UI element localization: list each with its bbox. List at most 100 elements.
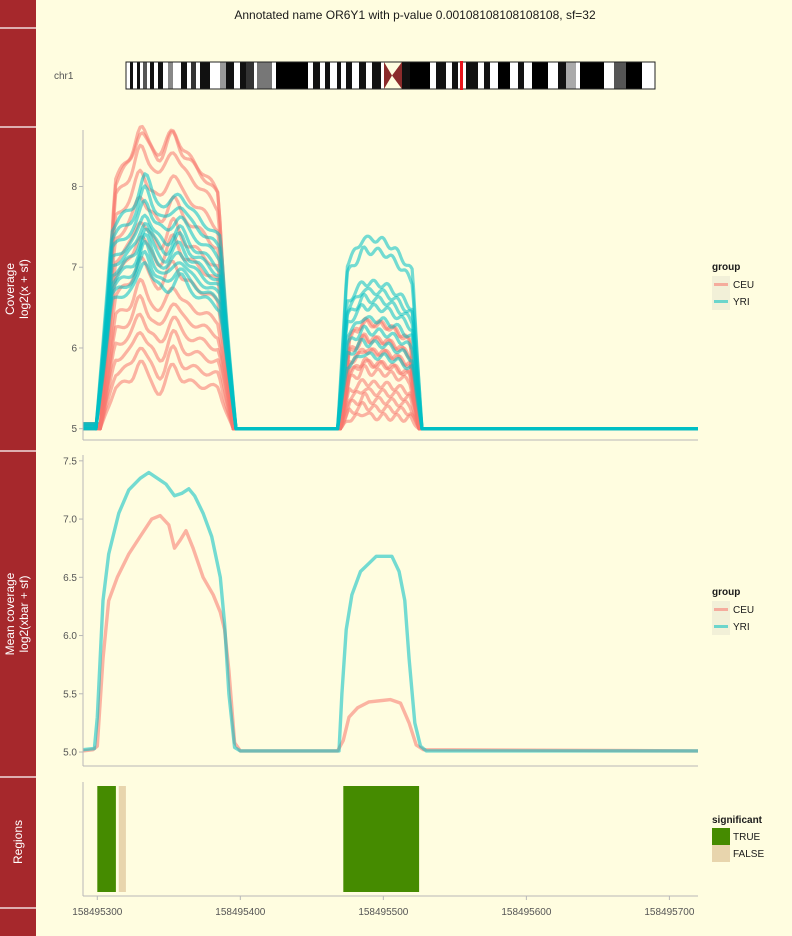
- legend-regions-item-false: FALSE: [733, 849, 764, 860]
- ideogram-band: [187, 62, 191, 89]
- ideogram-band: [191, 62, 196, 89]
- strip-label-mean: Mean coverage: [3, 572, 17, 655]
- legend-regions-item-true: TRUE: [733, 832, 761, 843]
- ideogram-band: [430, 62, 436, 89]
- ideogram-band: [490, 62, 498, 89]
- ideogram-band: [436, 62, 446, 89]
- ideogram-band: [320, 62, 325, 89]
- ideogram-band: [446, 62, 452, 89]
- ideogram-band: [130, 62, 133, 89]
- coverage-line-yri: [83, 261, 698, 431]
- coverage-line-ceu: [83, 356, 698, 431]
- ideogram-band: [154, 62, 158, 89]
- legend-mean-item-ceu: CEU: [733, 605, 754, 616]
- ideogram-band: [402, 62, 410, 89]
- ideogram-highlight: [460, 61, 463, 90]
- y-tick-label: 7.0: [63, 515, 77, 526]
- ideogram-band: [210, 62, 220, 89]
- ideogram-band: [366, 62, 372, 89]
- ideogram-band: [359, 62, 366, 89]
- legend-mean-title: group: [712, 587, 740, 598]
- ideogram-band: [478, 62, 484, 89]
- ideogram-band: [173, 62, 181, 89]
- regions-axes: 158495300 158495400 158495500 158495600 1584…: [72, 782, 698, 918]
- x-tick-label: 158495300: [72, 907, 122, 918]
- ideogram-band: [137, 62, 140, 89]
- ideogram-band: [484, 62, 490, 89]
- region-bars: [97, 786, 420, 892]
- ideogram-band: [498, 62, 510, 89]
- ideogram-band: [133, 62, 137, 89]
- legend-mean: group CEU YRI: [712, 587, 754, 635]
- ideogram-band: [566, 62, 576, 89]
- y-tick-label: 5.0: [63, 748, 77, 759]
- ideogram-band: [614, 62, 626, 89]
- ideogram-band: [246, 62, 254, 89]
- legend-coverage-item-yri: YRI: [733, 297, 750, 308]
- ideogram-band: [313, 62, 320, 89]
- legend-key-false: [712, 845, 730, 862]
- x-tick-label: 158495500: [358, 907, 408, 918]
- ideogram-band: [325, 62, 330, 89]
- ideogram-band: [168, 62, 173, 89]
- mean-line-yri: [82, 470, 698, 753]
- strip-coverage: [0, 127, 36, 451]
- ideogram-band: [558, 62, 566, 89]
- ideogram-band: [126, 62, 130, 89]
- strip-ideogram: [0, 28, 36, 127]
- y-tick-label: 8: [71, 182, 77, 193]
- ideogram-band: [147, 62, 150, 89]
- ideogram-band: [626, 62, 642, 89]
- coverage-lines: [83, 124, 698, 431]
- legend-coverage-title: group: [712, 262, 740, 273]
- ideogram-band: [642, 62, 655, 89]
- region-bar-true: [343, 786, 420, 892]
- ideogram-band: [341, 62, 346, 89]
- ideogram-band: [346, 62, 352, 89]
- x-tick-label: 158495400: [215, 907, 265, 918]
- region-bar-true: [97, 786, 116, 892]
- x-tick-label: 158495700: [644, 907, 694, 918]
- ideogram-band: [381, 62, 384, 89]
- coverage-panel: 5 6 7 8: [71, 124, 698, 441]
- ideogram-band: [272, 62, 276, 89]
- y-tick-label: 5.5: [63, 689, 77, 700]
- mean-coverage-panel: 5.0 5.5 6.0 6.5 7.0 7.5: [63, 455, 699, 767]
- chart-title: Annotated name OR6Y1 with p-value 0.0010…: [234, 8, 596, 22]
- ideogram-band: [372, 62, 381, 89]
- ideogram-band: [410, 62, 430, 89]
- ideogram-band: [524, 62, 532, 89]
- ideogram-band: [254, 62, 257, 89]
- strip-label-mean-unit: log2(xbar + sf): [17, 575, 31, 652]
- legend-regions: significant TRUE FALSE: [712, 815, 764, 862]
- strip-label-regions: Regions: [11, 820, 25, 864]
- ideogram-band: [337, 62, 341, 89]
- ideogram-band: [452, 62, 458, 89]
- ideogram-band: [226, 62, 234, 89]
- mean-line-ceu: [82, 513, 699, 753]
- strip-label-coverage-unit: log2(x + sf): [17, 259, 31, 319]
- centromere-left: [384, 62, 392, 89]
- ideogram-band: [158, 62, 163, 89]
- ideogram-band: [234, 62, 240, 89]
- ideogram-band: [220, 62, 226, 89]
- chromosome-ideogram: chr1: [54, 61, 656, 90]
- regions-panel: 158495300 158495400 158495500 158495600 1584…: [72, 782, 698, 918]
- ideogram-outline: [125, 61, 656, 90]
- chromosome-label: chr1: [54, 71, 74, 82]
- legend-coverage: group CEU YRI: [712, 262, 754, 310]
- ideogram-band: [150, 62, 154, 89]
- strip-axis-row: [0, 908, 36, 936]
- ideogram-band: [604, 62, 614, 89]
- ideogram-band: [308, 62, 313, 89]
- ideogram-band: [532, 62, 548, 89]
- centromere-right: [392, 62, 402, 89]
- ideogram-band: [143, 62, 147, 89]
- ideogram-band: [548, 62, 558, 89]
- ideogram-band: [276, 62, 308, 89]
- mean-coverage-lines: [82, 470, 699, 753]
- x-tick-label: 158495600: [501, 907, 551, 918]
- strip-title-row: [0, 0, 36, 28]
- strip-mean-coverage: [0, 451, 36, 777]
